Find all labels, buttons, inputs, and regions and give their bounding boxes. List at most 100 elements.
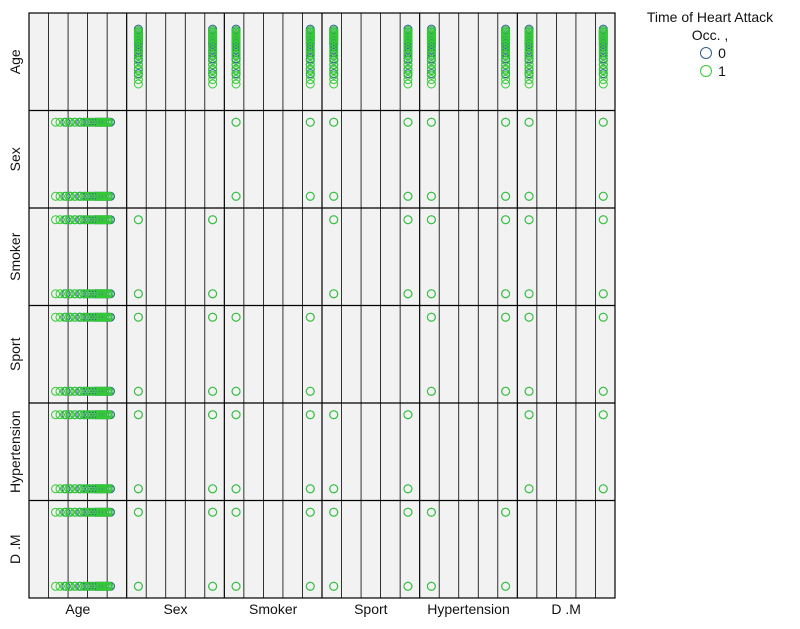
data-point-group-1 [89, 289, 99, 299]
data-point-group-1 [89, 117, 99, 127]
data-point-group-1 [51, 117, 61, 127]
data-point-group-1 [74, 289, 84, 299]
data-point-group-1 [133, 289, 143, 299]
data-point-group-1 [426, 312, 436, 322]
data-point-group-1 [51, 386, 61, 396]
data-point-group-1 [426, 581, 436, 591]
data-point-group-1 [51, 581, 61, 591]
data-point-group-1 [80, 484, 90, 494]
data-point-group-1 [55, 312, 65, 322]
data-point-group-1 [231, 70, 241, 80]
data-point-group-1 [74, 191, 84, 201]
x-axis-label: Sport [354, 601, 388, 617]
data-point-group-1 [524, 191, 534, 201]
data-point-group-1 [403, 79, 413, 89]
data-point-group-1 [426, 215, 436, 225]
data-point-group-1 [403, 410, 413, 420]
data-point-group-1 [231, 60, 241, 70]
data-point-group-1 [70, 581, 80, 591]
data-point-group-1 [403, 49, 413, 59]
data-point-group-1 [501, 64, 511, 74]
data-point-group-1 [305, 581, 315, 591]
data-point-group-1 [55, 507, 65, 517]
data-point-group-1 [426, 40, 436, 50]
data-point-group-1 [524, 46, 534, 56]
data-point-group-1 [305, 117, 315, 127]
data-point-group-1 [133, 40, 143, 50]
data-point-group-1 [89, 191, 99, 201]
data-point-group-1 [70, 484, 80, 494]
data-point-group-1 [305, 43, 315, 53]
data-point-group-1 [92, 581, 102, 591]
data-point-group-1 [65, 484, 75, 494]
data-point-group-1 [55, 191, 65, 201]
legend-swatch-0 [700, 47, 713, 59]
data-point-group-1 [83, 117, 93, 127]
data-point-group-1 [524, 43, 534, 53]
data-point-group-1 [305, 40, 315, 50]
data-point-group-1 [426, 79, 436, 89]
data-point-group-1 [305, 79, 315, 89]
y-axis-label: D .M [7, 534, 23, 564]
data-point-group-1 [598, 117, 608, 127]
data-point-group-1 [501, 117, 511, 127]
data-point-group-1 [133, 410, 143, 420]
y-axis-label: Age [7, 49, 23, 74]
data-point-group-1 [74, 117, 84, 127]
data-point-group-1 [133, 70, 143, 80]
data-point-group-1 [51, 484, 61, 494]
data-point-group-1 [231, 75, 241, 85]
data-point-group-1 [329, 64, 339, 74]
data-point-group-1 [329, 117, 339, 127]
data-point-group-1 [133, 79, 143, 89]
data-point-group-1 [426, 70, 436, 80]
data-point-group-1 [70, 191, 80, 201]
data-point-group-1 [92, 410, 102, 420]
data-point-group-1 [65, 289, 75, 299]
data-point-group-1 [104, 191, 114, 201]
data-point-group-1 [426, 37, 436, 47]
data-point-group-1 [598, 37, 608, 47]
data-point-group-1 [426, 507, 436, 517]
data-point-group-1 [231, 64, 241, 74]
data-point-group-1 [426, 289, 436, 299]
data-point-group-1 [92, 484, 102, 494]
data-point-group-1 [65, 215, 75, 225]
data-point-group-1 [501, 79, 511, 89]
data-point-group-1 [104, 289, 114, 299]
data-point-group-1 [89, 581, 99, 591]
y-axis-label: Sport [7, 337, 23, 371]
data-point-group-1 [403, 191, 413, 201]
data-point-group-1 [208, 581, 218, 591]
data-point-group-1 [524, 37, 534, 47]
data-point-group-1 [329, 70, 339, 80]
data-point-group-1 [65, 581, 75, 591]
data-point-group-1 [92, 312, 102, 322]
data-point-group-1 [133, 60, 143, 70]
data-point-group-1 [329, 507, 339, 517]
data-point-group-1 [208, 386, 218, 396]
data-point-group-1 [80, 117, 90, 127]
data-point-group-1 [524, 70, 534, 80]
data-point-group-1 [74, 581, 84, 591]
data-point-group-1 [598, 484, 608, 494]
data-point-group-1 [524, 117, 534, 127]
data-point-group-1 [426, 60, 436, 70]
data-point-group-1 [598, 40, 608, 50]
data-point-group-1 [501, 289, 511, 299]
data-point-group-1 [55, 289, 65, 299]
data-point-group-1 [426, 43, 436, 53]
legend-label-1: 1 [718, 63, 726, 79]
data-point-group-1 [598, 49, 608, 59]
data-point-group-1 [231, 484, 241, 494]
data-point-group-1 [55, 410, 65, 420]
data-point-group-1 [329, 46, 339, 56]
data-point-group-1 [598, 70, 608, 80]
data-point-group-1 [208, 60, 218, 70]
data-point-group-1 [501, 581, 511, 591]
data-point-group-1 [501, 215, 511, 225]
data-point-group-1 [104, 581, 114, 591]
data-point-group-1 [133, 75, 143, 85]
data-point-group-1 [598, 60, 608, 70]
